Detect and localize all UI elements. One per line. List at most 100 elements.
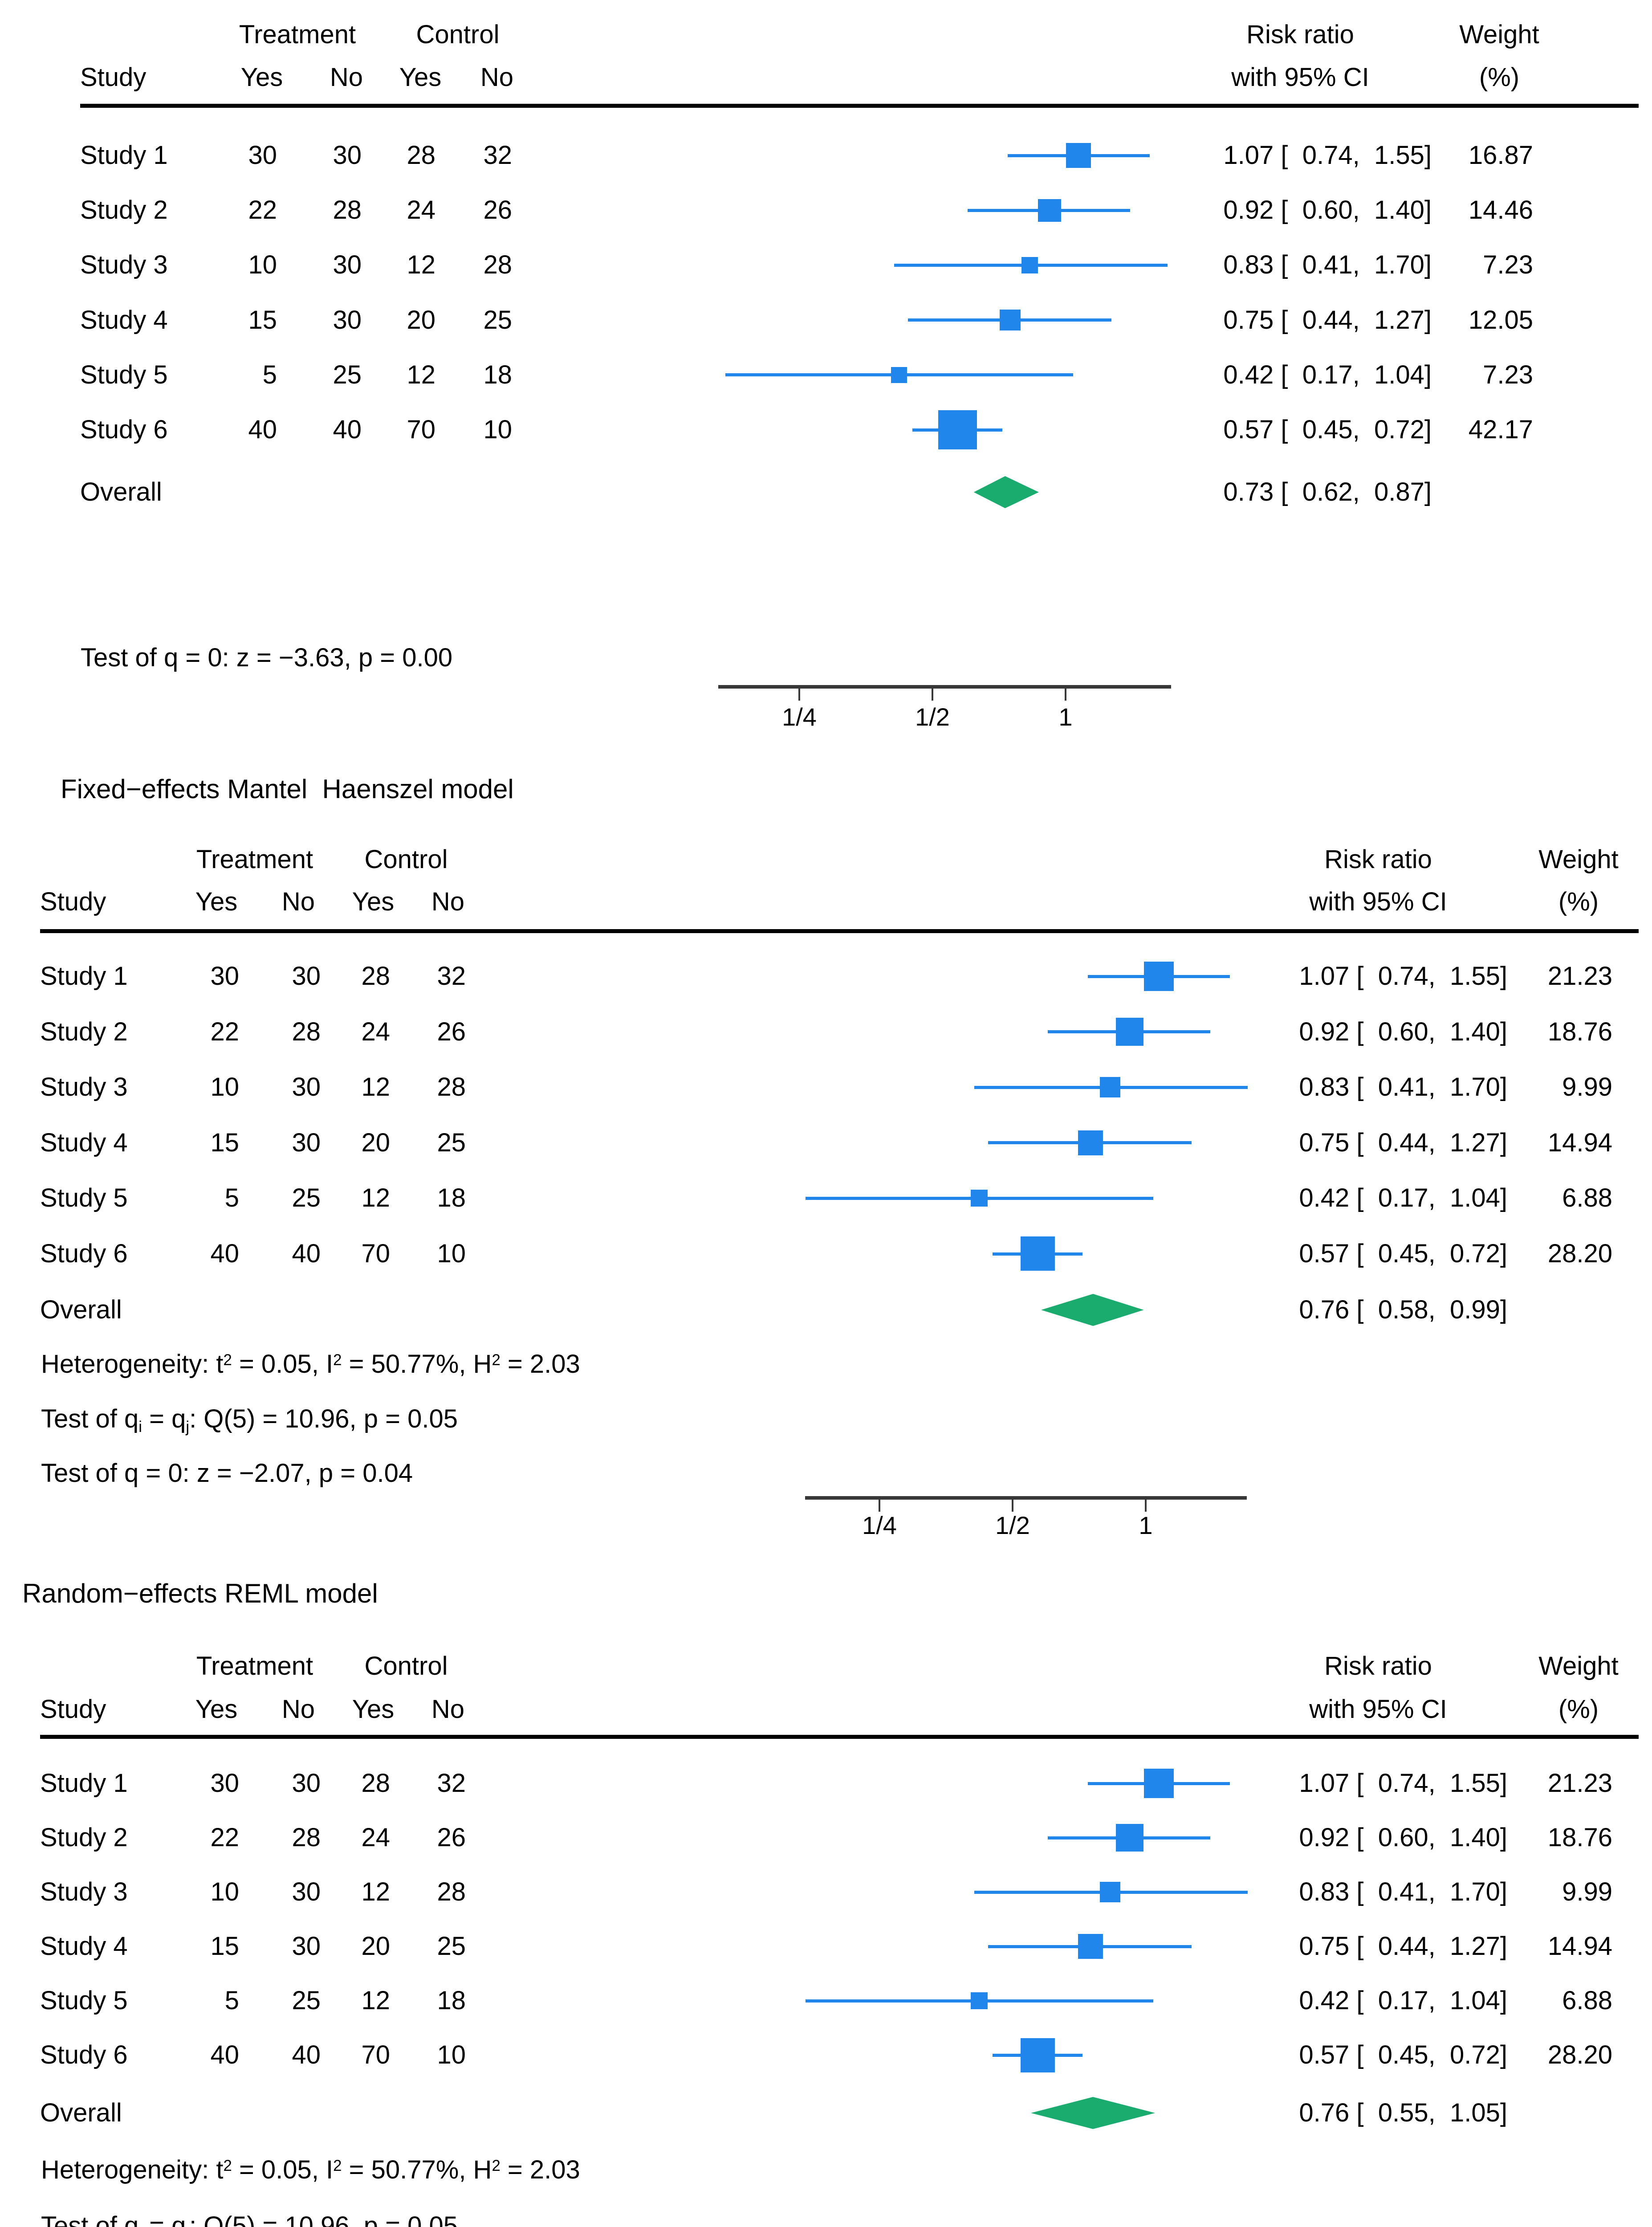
panel2-header-rule [40,929,1639,933]
panel1-row3-weight-text: 7.23 [1483,250,1533,280]
panel2-row6-study-label: Study 6 [40,1239,128,1268]
text-run: = q [142,1404,186,1433]
text-run: = 2.03 [500,2155,580,2184]
panel1-row2-count-cell: 26 [483,196,512,225]
panel1-row2-study-label: Study 2 [80,196,168,225]
panel2-row1-count-cell: 32 [437,962,466,991]
panel3-row6-study-label: Study 6 [40,2040,128,2069]
panel1-row5-study-label: Study 5 [80,360,168,389]
panel2-row2-effect-square [1115,1018,1144,1046]
panel2-overall-rr-ci-text: 0.76 [ 0.58, 0.99] [1299,1295,1507,1324]
panel1-row3-study-label: Study 3 [80,250,168,280]
panel1-overall-label: Overall [80,477,162,506]
panel2-row5-effect-square [970,1190,988,1207]
panel1-row5-count-cell: 18 [483,360,512,389]
text-run: : Q(5) = 10.96, p = 0.05 [189,2211,458,2227]
panel3-row3-rr-ci-text: 0.83 [ 0.41, 1.70] [1299,1877,1507,1906]
panel2-x-axis-tick-label: 1 [1139,1511,1153,1539]
panel2-row5-study-label: Study 5 [40,1183,128,1213]
panel1-row6-count-cell: 40 [333,415,362,444]
panel3-row1-study-label: Study 1 [40,1769,128,1798]
panel1-header-control-yes: Yes [399,63,442,92]
panel3-header-riskratio-line2: with 95% CI [1309,1695,1447,1724]
panel2-row1-study-label: Study 1 [40,962,128,991]
panel2-row3-rr-ci-text: 0.83 [ 0.41, 1.70] [1299,1073,1507,1102]
panel3-row3-count-cell: 30 [292,1877,321,1906]
panel3-header-treatment-no: No [281,1695,315,1724]
panel1-row2-effect-square [1038,199,1061,222]
panel2-row4-effect-square [1078,1130,1103,1155]
panel3-row3-weight-text: 9.99 [1562,1877,1612,1906]
panel3-row5-count-cell: 5 [224,1986,239,2015]
panel3-row3-study-label: Study 3 [40,1877,128,1906]
text-run: Heterogeneity: t [41,2155,224,2184]
panel2-row3-count-cell: 12 [361,1073,390,1102]
panel3-row5-rr-ci-text: 0.42 [ 0.17, 1.04] [1299,1986,1507,2015]
panel2-row2-study-label: Study 2 [40,1017,128,1046]
superscript: 2 [223,2157,232,2174]
panel2-row4-count-cell: 30 [292,1128,321,1157]
panel2-header-riskratio-line1: Risk ratio [1324,845,1432,874]
panel3-stats-line2: Test of qi = qj: Q(5) = 10.96, p = 0.05 [41,2213,458,2227]
panel3-row6-weight-text: 28.20 [1547,2040,1612,2069]
panel3-row5-count-cell: 12 [361,1986,390,2015]
panel1-row1-count-cell: 30 [333,141,362,170]
panel2-row3-count-cell: 30 [292,1073,321,1102]
panel2-row3-count-cell: 28 [437,1073,466,1102]
panel3-row6-rr-ci-text: 0.57 [ 0.45, 0.72] [1299,2040,1507,2069]
text-run: = 0.05, I [232,1350,334,1379]
superscript: 2 [492,1351,500,1369]
panel3-row2-count-cell: 22 [210,1823,239,1852]
panel1-row2-count-cell: 24 [407,196,435,225]
subscript: i [138,2225,142,2227]
text-run: Test of q [41,1404,139,1433]
panel2-row1-effect-square [1143,961,1174,991]
panel3-row5-weight-text: 6.88 [1562,1986,1612,2015]
panel2-x-axis-tick-label: 1/2 [995,1511,1030,1539]
text-run: = 2.03 [500,1350,580,1379]
panel2-group-header-treatment: Treatment [196,845,313,874]
panel1-x-axis-tick [798,689,800,701]
panel2-overall-diamond [1041,1294,1144,1326]
panel3-header-control-no: No [431,1695,465,1724]
panel2-row6-effect-square [1021,1236,1055,1271]
panel1-row4-count-cell: 25 [483,305,512,334]
panel1-row3-count-cell: 28 [483,250,512,280]
panel3-row3-count-cell: 12 [361,1877,390,1906]
panel1-x-axis-tick [1065,689,1066,701]
panel1-row2-rr-ci-text: 0.92 [ 0.60, 1.40] [1223,196,1432,225]
panel2-header-control-no: No [431,887,465,916]
panel3-row1-count-cell: 30 [292,1769,321,1798]
panel3-overall-diamond [1031,2097,1156,2129]
panel2-row1-count-cell: 30 [292,962,321,991]
panel1-x-axis-tick-label: 1/2 [915,703,950,731]
panel2-row5-weight-text: 6.88 [1562,1183,1612,1213]
panel1-row6-count-cell: 10 [483,415,512,444]
panel1-x-axis [718,685,1171,689]
panel3-row2-study-label: Study 2 [40,1823,128,1852]
panel1-row3-count-cell: 10 [248,250,277,280]
panel3-row1-weight-text: 21.23 [1547,1769,1612,1798]
panel3-row4-weight-text: 14.94 [1547,1932,1612,1961]
panel3-stats-line1: Heterogeneity: t2 = 0.05, I2 = 50.77%, H… [41,2157,580,2183]
panel2-x-axis [805,1496,1247,1500]
panel1-row4-study-label: Study 4 [80,305,168,334]
panel3-row4-count-cell: 25 [437,1932,466,1961]
panel3-row1-count-cell: 32 [437,1769,466,1798]
panel3-header-control-yes: Yes [352,1695,395,1724]
panel2-row1-weight-text: 21.23 [1547,962,1612,991]
panel2-x-axis-tick [879,1500,880,1512]
panel2-row6-weight-text: 28.20 [1547,1239,1612,1268]
panel2-stats-line3: Test of q = 0: z = −2.07, p = 0.04 [41,1460,413,1486]
panel1-row3-count-cell: 12 [407,250,435,280]
panel2-group-header-control: Control [364,845,448,874]
panel1-row1-weight-text: 16.87 [1468,141,1533,170]
panel2-header-weight-line1: Weight [1538,845,1619,874]
text-run: Test of q = 0: z = −2.07, p = 0.04 [41,1459,413,1488]
panel3-row1-count-cell: 28 [361,1769,390,1798]
panel1-header-riskratio-line1: Risk ratio [1246,20,1354,49]
panel1-row2-weight-text: 14.46 [1468,196,1533,225]
superscript: 2 [223,1351,232,1369]
panel2-row3-count-cell: 10 [210,1073,239,1102]
